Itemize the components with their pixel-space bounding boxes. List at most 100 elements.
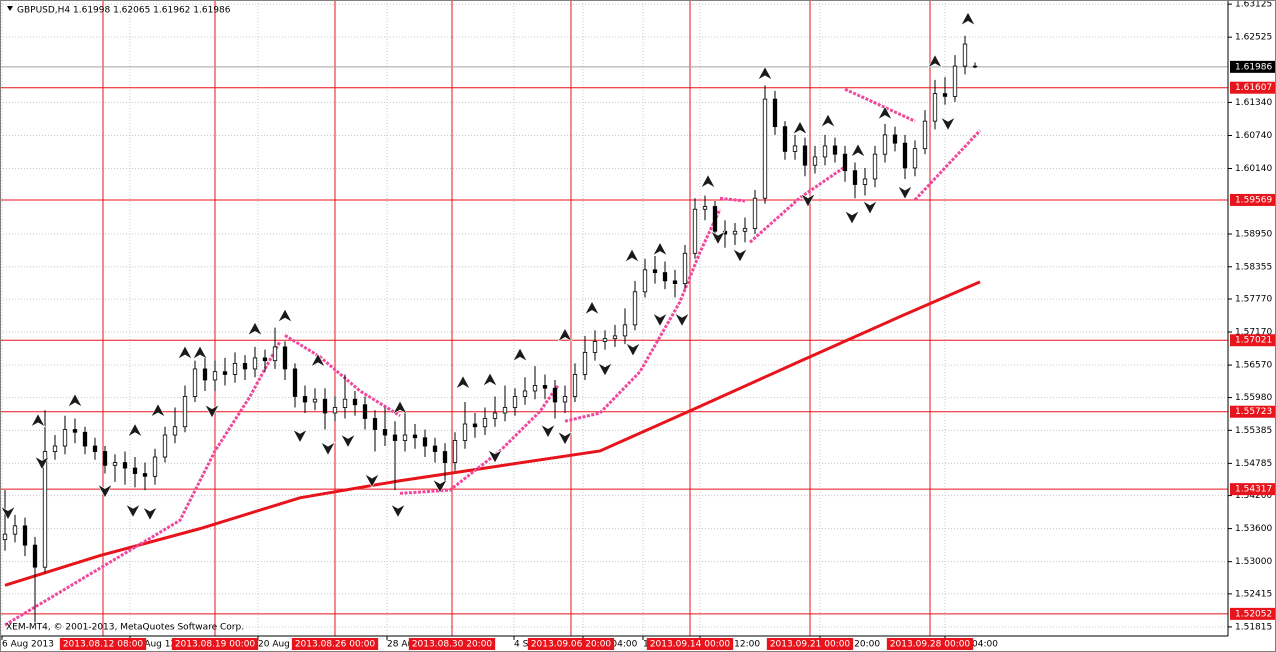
fractal-up [557,327,573,343]
fractal-down [142,506,158,521]
x-tick-label: 14 Aug 12:00 [130,640,191,650]
y-tick-label: 1.61340 [1235,98,1272,108]
candle-body [362,404,368,419]
fractal-down [625,342,641,357]
time-label: 2013.09.06 20:00 [531,640,612,650]
candle-body [642,269,648,293]
level-label-box [1230,193,1276,206]
candle-body [442,451,448,463]
candle-body [482,418,488,428]
candle-body [422,437,428,447]
candle-body [752,197,758,229]
candle-body [412,434,418,439]
candle-body [322,398,328,414]
time-label: 2013.08.30 20:00 [412,640,493,650]
candle-body [832,145,838,155]
fractal-up [277,308,293,323]
fractal-up [127,422,143,438]
fractal-down [34,455,50,471]
candle-body [822,145,828,158]
fractal-up [30,413,46,428]
fractal-up [850,143,866,158]
x-tick-label: 6 Aug 2013 [2,640,54,650]
price-label: 1.61986 [1235,62,1272,72]
y-tick-label: 1.60740 [1235,131,1272,141]
fractal-down [732,248,748,263]
y-tick-label: 1.57170 [1235,328,1272,338]
y-tick-label: 1.53600 [1235,524,1272,534]
fractal-up [820,113,836,128]
time-label: 2013.09.14 00:00 [650,640,731,650]
parabolic-sar [844,87,916,123]
fractal-down [540,423,556,439]
fractal-down [897,185,913,200]
fractal-down [674,312,690,328]
candle-body [42,451,48,568]
candle-body [882,134,888,155]
y-tick-label: 1.55385 [1235,426,1272,436]
y-tick-label: 1.57770 [1235,295,1272,305]
parabolic-sar [719,196,746,203]
fractal-down [364,473,380,488]
candle-body [12,525,18,535]
candle-body [962,43,968,67]
candle-body [612,335,618,340]
candle-body [702,206,708,210]
candle-body [2,533,8,541]
fractal-down [125,503,141,519]
candle-body [52,445,58,452]
fractal-up [310,353,326,368]
fractal-down [390,503,406,519]
candle-body [432,445,438,452]
time-label: 2013.09.21 00:00 [770,640,851,650]
grid [0,0,1228,636]
candle-body [802,145,808,166]
candle-body [372,418,378,430]
y-tick-label: 1.58355 [1235,262,1272,272]
y-tick-label: 1.63125 [1235,0,1272,10]
fractal-down [292,428,308,444]
candle-body [902,142,908,169]
candle-body [672,280,678,284]
fractal-down [652,312,668,328]
y-tick-label: 1.58950 [1235,230,1272,240]
fractal-down [97,483,113,499]
candle-body [532,385,538,392]
candle-body [302,396,308,403]
candle-body [552,387,558,403]
fractal-up [67,393,83,408]
candle-body [32,544,38,568]
moving-average [4,280,981,587]
fractal-down [862,200,878,215]
y-tick-label: 1.54785 [1235,459,1272,469]
candle-body [632,291,638,326]
candle-body [762,98,768,199]
candle-body [662,272,668,282]
level-label: 1.55723 [1235,407,1272,417]
time-label-box [527,638,615,650]
candle-body [22,525,28,546]
candle-body [242,363,248,370]
candle-body [252,357,258,370]
y-tick-label: 1.62525 [1235,33,1272,43]
time-label: 2013.09.28 00:00 [890,640,971,650]
fractal-up [757,66,773,81]
candle-body [462,423,468,441]
candle-body [772,98,778,128]
fractal-down [340,433,356,449]
candle-body [542,385,548,389]
candle-body [122,462,128,469]
candle-body [222,371,228,375]
candle-body [942,93,948,97]
candle-body [872,153,878,180]
candle-body [62,429,68,447]
candle-body [912,148,918,169]
fractal-up [392,400,408,415]
candle-body [262,357,268,362]
level-label-box [1230,81,1276,94]
y-tick-label: 1.51815 [1235,622,1272,632]
fractal-down [487,449,503,464]
fractal-up [482,372,498,387]
